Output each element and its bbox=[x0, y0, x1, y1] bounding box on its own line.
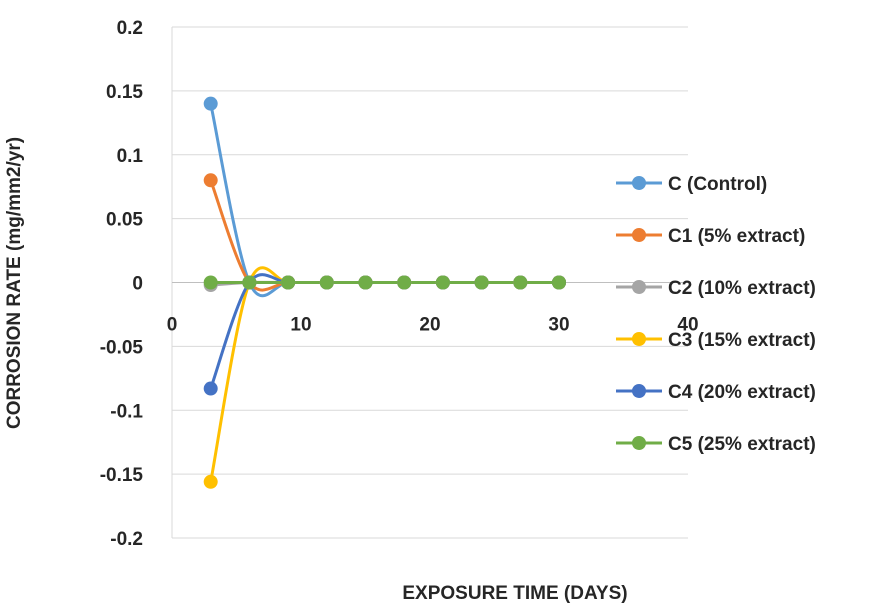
y-tick-label: 0 bbox=[132, 274, 143, 295]
y-tick-label: -0.05 bbox=[100, 337, 144, 358]
legend-swatch-marker bbox=[632, 228, 646, 242]
legend-swatch-marker bbox=[632, 280, 646, 294]
series-4-point bbox=[203, 381, 218, 396]
series-5-point bbox=[358, 275, 373, 290]
legend-label: C (Control) bbox=[668, 174, 767, 195]
series-5-point bbox=[435, 275, 450, 290]
series-1-point bbox=[203, 173, 218, 188]
y-tick-label: -0.2 bbox=[110, 529, 143, 550]
series-lines bbox=[209, 103, 559, 483]
legend-swatch-marker bbox=[632, 332, 646, 346]
x-tick-label: 10 bbox=[290, 315, 311, 336]
legend-swatch-marker bbox=[632, 384, 646, 398]
series-3-line bbox=[209, 266, 559, 483]
series-3-point bbox=[203, 474, 218, 489]
legend-label: C3 (15% extract) bbox=[668, 330, 816, 351]
legend-label: C4 (20% extract) bbox=[668, 382, 816, 403]
x-tick-label: 20 bbox=[419, 315, 440, 336]
x-tick-label: 40 bbox=[677, 315, 698, 336]
y-tick-label: -0.15 bbox=[100, 465, 144, 486]
legend-label: C1 (5% extract) bbox=[668, 226, 805, 247]
y-tick-label: 0.15 bbox=[106, 82, 143, 103]
series-5-point bbox=[552, 275, 566, 290]
legend-label: C2 (10% extract) bbox=[668, 278, 816, 299]
y-tick-label: -0.1 bbox=[110, 401, 143, 422]
legend: C (Control) C1 (5% extract) C2 (10% extrac… bbox=[616, 174, 816, 455]
series-4-line bbox=[209, 273, 559, 390]
series-markers bbox=[203, 96, 566, 489]
tick-labels: 0.2 0.15 0.1 0.05 0 -0.05 -0.1 -0.15 -0.2 0 10 20 30… bbox=[100, 18, 699, 550]
x-axis-title: EXPOSURE TIME (DAYS) bbox=[402, 583, 627, 604]
y-tick-label: 0.05 bbox=[106, 210, 143, 231]
series-5-point bbox=[513, 275, 528, 290]
legend-swatch-marker bbox=[632, 436, 646, 450]
series-5-point bbox=[281, 275, 296, 290]
legend-label: C5 (25% extract) bbox=[668, 434, 816, 455]
series-5-point bbox=[397, 275, 412, 290]
y-axis-title: CORROSION RATE (mg/mm2/yr) bbox=[4, 137, 25, 429]
series-0-point bbox=[203, 96, 218, 111]
y-tick-label: 0.1 bbox=[117, 146, 144, 167]
x-tick-label: 0 bbox=[167, 315, 178, 336]
y-tick-label: 0.2 bbox=[117, 18, 143, 39]
gridlines bbox=[172, 26, 688, 539]
series-5-point bbox=[319, 275, 334, 290]
x-tick-label: 30 bbox=[548, 315, 569, 336]
series-5-point bbox=[203, 275, 218, 290]
legend-swatch-marker bbox=[632, 176, 646, 190]
series-5-point bbox=[474, 275, 489, 290]
series-5-point bbox=[242, 275, 257, 290]
